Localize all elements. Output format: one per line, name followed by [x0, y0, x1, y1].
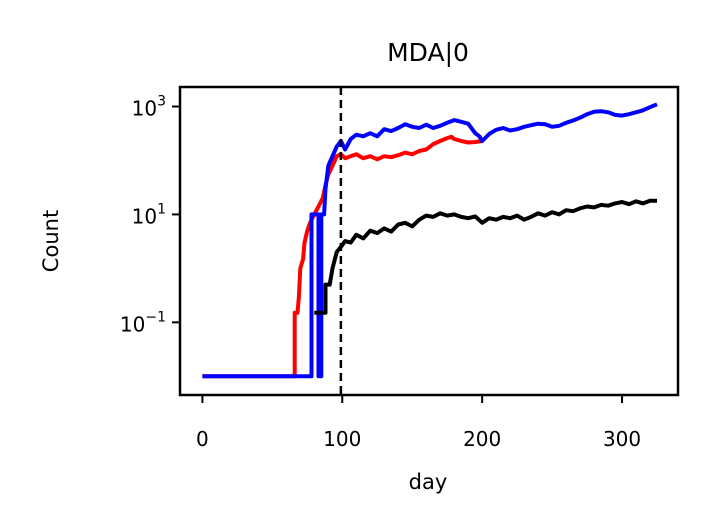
series-line-3: [314, 198, 657, 315]
x-tick-label: 0: [196, 427, 209, 451]
x-tick-label: 200: [463, 427, 501, 451]
y-tick-label: 103: [132, 94, 166, 121]
y-tick-base: 10: [132, 97, 157, 121]
x-axis: 0 100 200 300: [196, 395, 641, 451]
y-tick-exponent: 1: [157, 201, 166, 217]
x-tick-label: 300: [603, 427, 641, 451]
y-tick-exponent: −1: [145, 309, 166, 325]
series-layer: [202, 102, 658, 379]
y-tick-base: 10: [120, 312, 145, 336]
y-tick-label: 10−1: [120, 309, 166, 336]
x-axis-label: day: [409, 470, 448, 494]
y-tick-exponent: 3: [157, 94, 166, 110]
y-tick-label: 101: [132, 201, 166, 228]
plot-area-frame: [178, 85, 680, 397]
x-tick-label: 100: [323, 427, 361, 451]
y-tick-base: 10: [132, 204, 157, 228]
y-axis-label: Count: [39, 210, 63, 272]
series-line-1: [202, 134, 483, 379]
series-line-2: [202, 102, 658, 379]
chart-title: MDA|0: [387, 38, 469, 67]
